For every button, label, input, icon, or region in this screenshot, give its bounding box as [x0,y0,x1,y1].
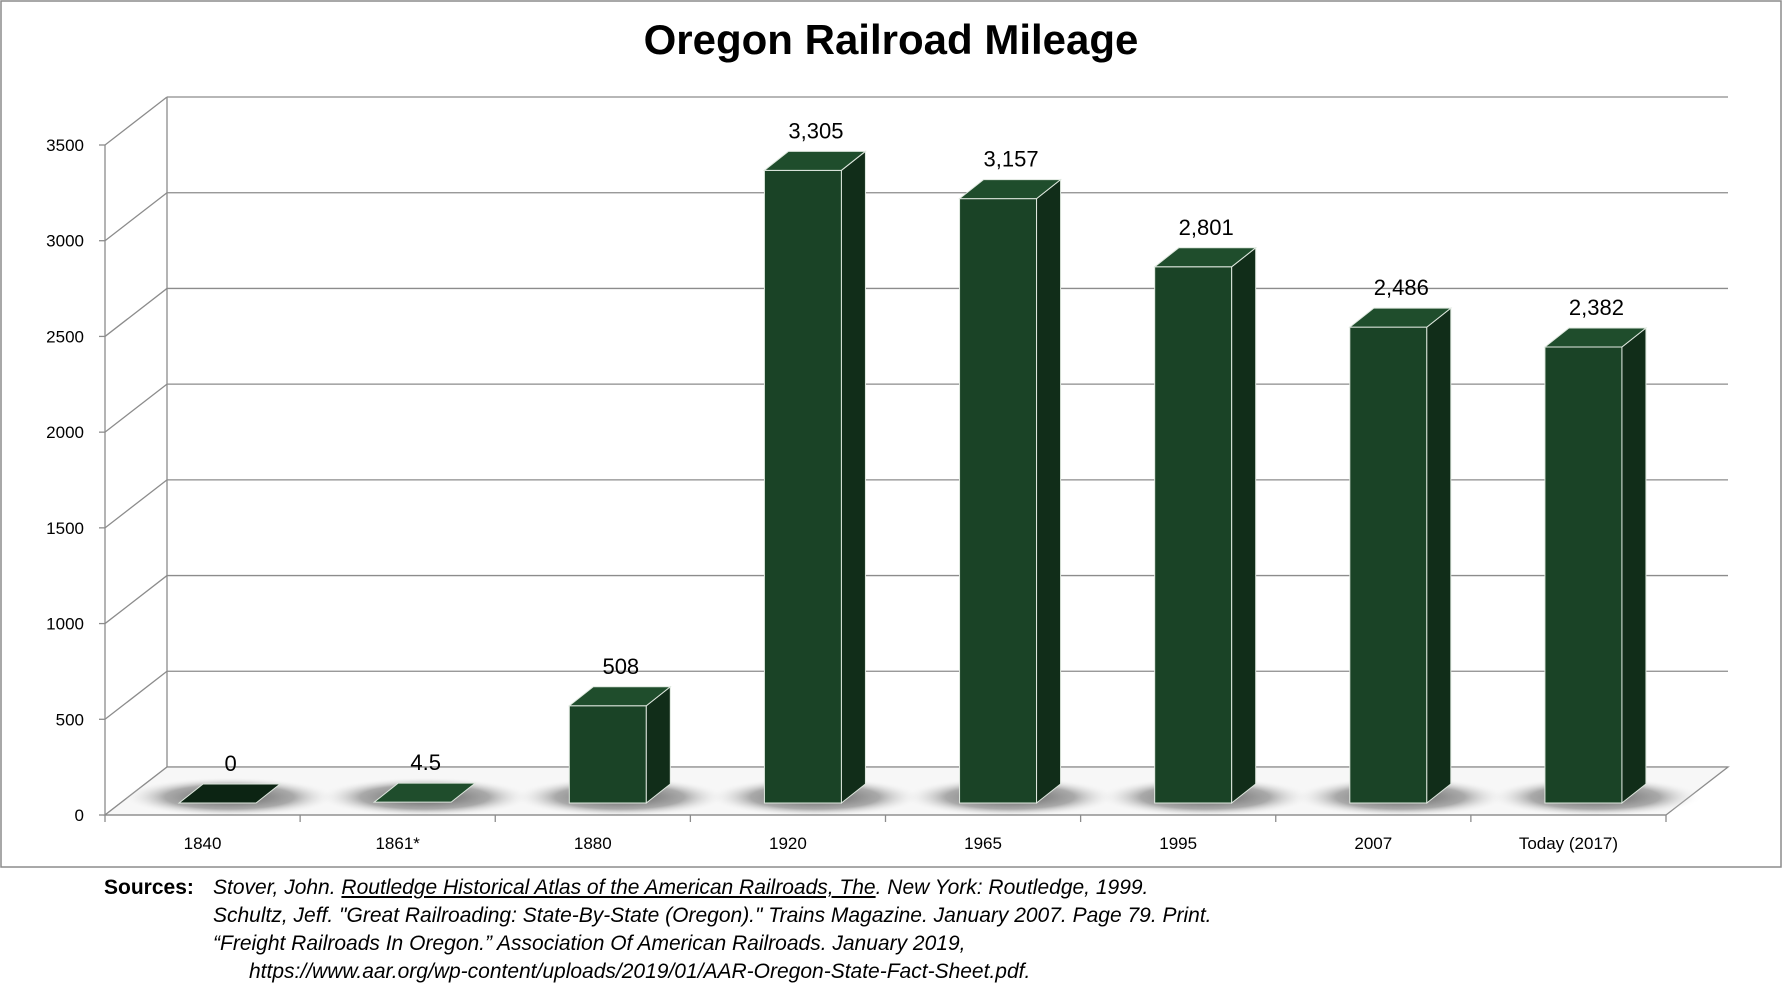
source-line-3: “Freight Railroads In Oregon.” Associati… [213,932,966,955]
sources-label: Sources: [104,876,194,899]
bar-top [958,179,1062,200]
bar-data-label: 3,305 [788,118,843,143]
y-tick-label: 3000 [46,232,84,251]
bar-data-label: 3,157 [984,147,1039,172]
bar-top [1543,327,1648,348]
gridline-diagonal [104,383,168,433]
grid-layer [104,96,1728,816]
bar-data-label: 2,801 [1179,215,1234,240]
bar-front [763,169,842,804]
chart-svg: Oregon Railroad Mileage 0 500 1000 1500 2000… [0,0,1782,868]
bar-side [1036,178,1062,805]
gridline-diagonal [104,192,168,242]
bars-layer [177,150,1648,805]
x-tick-label: 1880 [574,834,612,853]
source-line-1: Stover, John. Routledge Historical Atlas… [213,876,1148,900]
bar-top [763,150,867,171]
x-tick-label: 1920 [769,834,807,853]
y-tick-label: 500 [56,710,84,729]
x-tick-label: 1861* [375,834,420,853]
y-tick-label: 0 [75,806,84,825]
labels-layer: 0 500 1000 1500 2000 2500 3000 3500 0 1840 4.5 1861… [46,118,1624,853]
chart-border [0,0,1782,868]
source-line-2: Schultz, Jeff. "Great Railroading: State… [213,904,1212,927]
x-tick-label: 1965 [964,834,1002,853]
gridline-diagonal [104,575,168,625]
x-tick-label: Today (2017) [1519,834,1618,853]
gridline-diagonal [104,670,168,720]
x-tick-label: 1840 [184,834,222,853]
bar-data-label: 0 [224,751,236,776]
bar-front [959,198,1038,804]
x-tick-label: 2007 [1354,834,1392,853]
bar-data-label: 4.5 [410,750,441,775]
y-tick-label: 2500 [46,327,84,346]
y-tick-label: 1000 [46,615,84,634]
bar-top [1348,307,1453,328]
bar-top [1153,247,1258,268]
bar-side [840,150,866,805]
bar-front [1349,326,1428,804]
bar-front [1154,266,1233,804]
bar-top [372,782,477,803]
source-1-author: Stover, John. [213,876,342,899]
bar-data-label: 508 [602,654,639,679]
gridline-diagonal [104,96,168,146]
y-tick-label: 1500 [46,519,84,538]
source-1-rest: . New York: Routledge, 1999. [875,876,1149,899]
y-tick-label: 3500 [46,136,84,155]
bar-data-label: 2,486 [1374,275,1429,300]
source-1-title: Routledge Historical Atlas of the Americ… [341,876,876,899]
bar-side [1621,326,1647,805]
y-tick-label: 2000 [46,423,84,442]
bar-side [645,685,671,805]
bar-side [1426,307,1452,805]
bar-data-label: 2,382 [1569,295,1624,320]
chart-title: Oregon Railroad Mileage [644,16,1139,63]
axis-layer [99,144,1667,822]
bar-top [177,783,282,804]
x-tick-label: 1995 [1159,834,1197,853]
bar-front [568,705,647,804]
bar-top [567,686,672,707]
floor-layer [103,766,1730,817]
gridline-diagonal [104,287,168,337]
bar-side [1231,246,1257,805]
bar-front [1544,346,1623,804]
source-line-4: https://www.aar.org/wp-content/uploads/2… [249,960,1031,983]
gridline-diagonal [104,479,168,529]
